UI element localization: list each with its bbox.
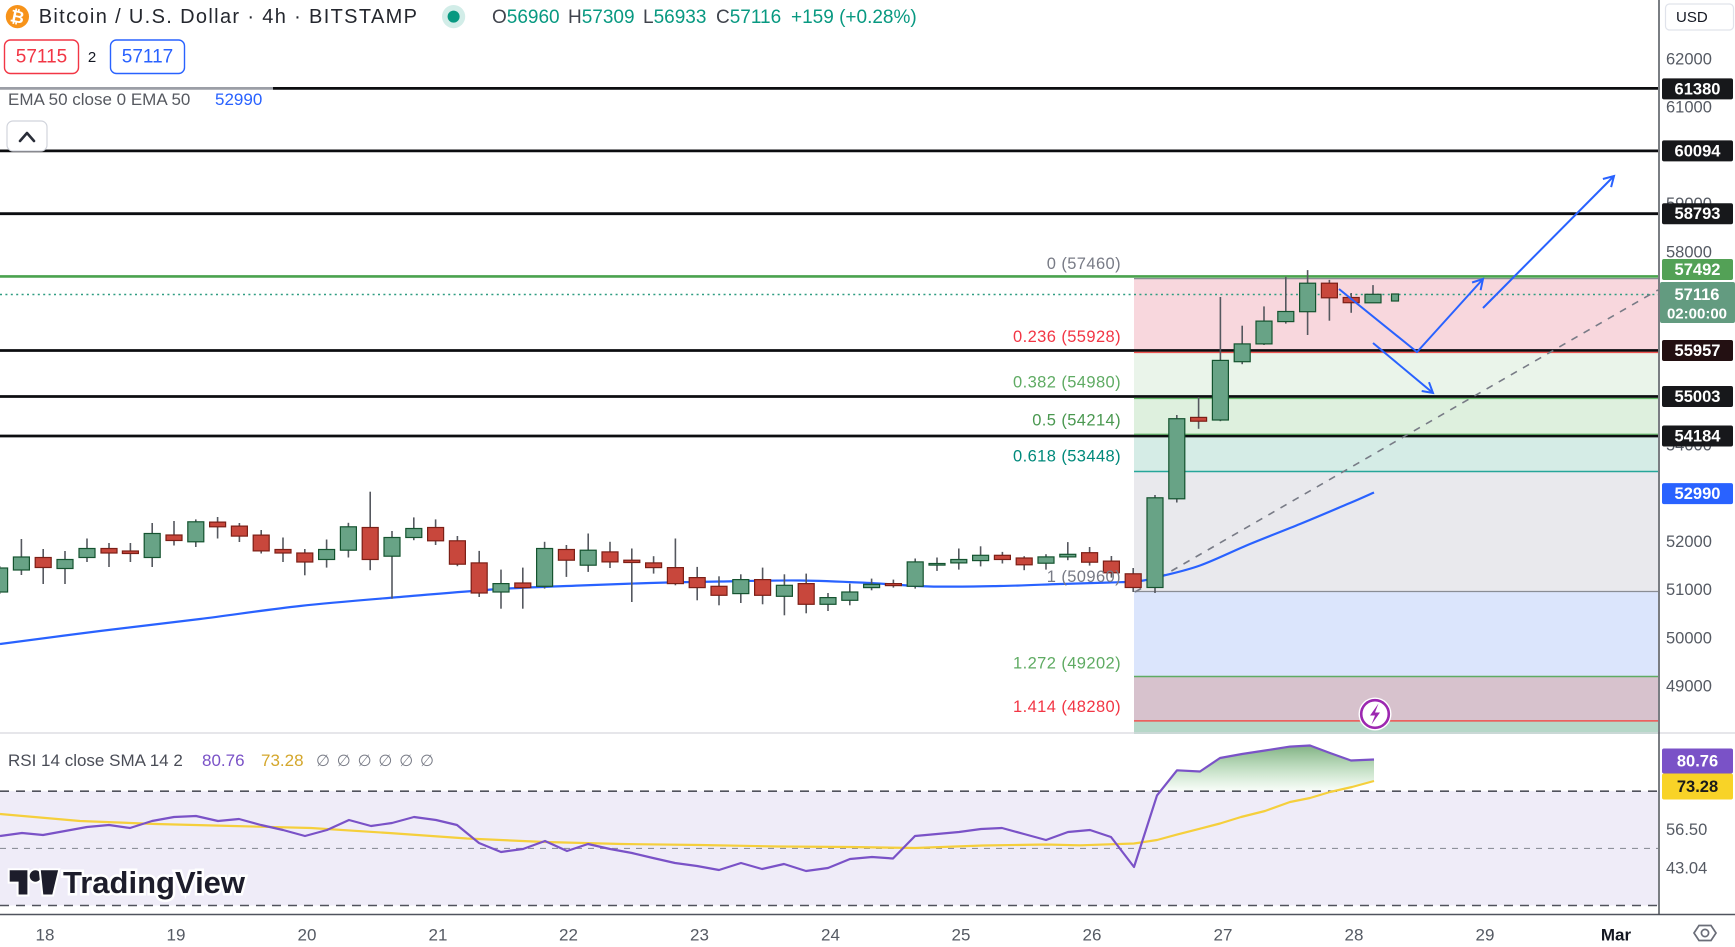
svg-text:61000: 61000 <box>1666 99 1712 117</box>
svg-text:∅: ∅ <box>378 753 392 770</box>
svg-text:O56960: O56960 <box>492 7 560 28</box>
svg-text:TradingView: TradingView <box>63 865 246 900</box>
svg-text:∅: ∅ <box>358 753 372 770</box>
svg-text:H57309: H57309 <box>568 7 635 28</box>
svg-text:2: 2 <box>88 49 96 66</box>
svg-text:57117: 57117 <box>122 47 173 68</box>
svg-text:55003: 55003 <box>1675 388 1721 406</box>
svg-text:∅: ∅ <box>337 753 351 770</box>
svg-text:52990: 52990 <box>1675 485 1721 503</box>
svg-text:EMA 50 close 0 EMA 50: EMA 50 close 0 EMA 50 <box>8 90 190 109</box>
svg-text:USD: USD <box>1676 9 1708 26</box>
svg-text:1.272 (49202): 1.272 (49202) <box>1013 654 1121 672</box>
svg-text:55957: 55957 <box>1675 342 1721 360</box>
svg-text:58793: 58793 <box>1675 205 1721 223</box>
svg-text:60094: 60094 <box>1675 142 1722 160</box>
svg-text:0.236 (55928): 0.236 (55928) <box>1013 328 1121 346</box>
svg-text:∅: ∅ <box>420 753 434 770</box>
svg-text:29: 29 <box>1476 926 1495 945</box>
svg-text:56.50: 56.50 <box>1666 821 1707 839</box>
svg-text:61380: 61380 <box>1675 80 1721 98</box>
svg-text:73.28: 73.28 <box>1677 778 1718 796</box>
svg-text:57492: 57492 <box>1675 261 1721 279</box>
svg-text:24: 24 <box>821 926 840 945</box>
svg-text:57115: 57115 <box>16 47 67 68</box>
svg-text:0.382 (54980): 0.382 (54980) <box>1013 374 1121 392</box>
svg-text:80.76: 80.76 <box>1677 753 1718 771</box>
svg-text:∅: ∅ <box>399 753 413 770</box>
svg-text:27: 27 <box>1214 926 1233 945</box>
svg-text:L56933: L56933 <box>643 7 706 28</box>
svg-text:RSI 14 close SMA 14 2: RSI 14 close SMA 14 2 <box>8 751 183 770</box>
svg-text:51000: 51000 <box>1666 581 1712 599</box>
svg-text:80.76: 80.76 <box>202 751 245 770</box>
svg-text:22: 22 <box>559 926 578 945</box>
svg-text:0.618 (53448): 0.618 (53448) <box>1013 448 1121 466</box>
svg-text:52000: 52000 <box>1666 533 1712 551</box>
svg-text:73.28: 73.28 <box>261 751 304 770</box>
svg-text:Mar: Mar <box>1601 926 1632 945</box>
svg-text:C57116: C57116 <box>716 7 781 28</box>
svg-text:21: 21 <box>429 926 448 945</box>
svg-text:19: 19 <box>167 926 186 945</box>
svg-text:0 (57460): 0 (57460) <box>1047 255 1121 273</box>
svg-text:∅: ∅ <box>316 753 330 770</box>
svg-text:62000: 62000 <box>1666 51 1712 69</box>
svg-text:1.414 (48280): 1.414 (48280) <box>1013 698 1121 716</box>
svg-text:0.5 (54214): 0.5 (54214) <box>1032 412 1121 430</box>
svg-text:02:00:00: 02:00:00 <box>1667 306 1727 323</box>
svg-text:25: 25 <box>952 926 971 945</box>
svg-text:58000: 58000 <box>1666 243 1712 261</box>
svg-text:57116: 57116 <box>1675 286 1720 304</box>
svg-text:+159 (+0.28%): +159 (+0.28%) <box>791 7 917 28</box>
svg-text:50000: 50000 <box>1666 629 1712 647</box>
svg-text:Bitcoin / U.S. Dollar · 4h · B: Bitcoin / U.S. Dollar · 4h · BITSTAMP <box>39 6 419 28</box>
svg-text:₿: ₿ <box>9 6 27 27</box>
svg-text:20: 20 <box>298 926 317 945</box>
svg-text:52990: 52990 <box>215 90 262 109</box>
svg-text:26: 26 <box>1083 926 1102 945</box>
svg-text:1 (50960): 1 (50960) <box>1047 568 1121 586</box>
svg-text:49000: 49000 <box>1666 678 1712 696</box>
svg-text:18: 18 <box>36 926 55 945</box>
svg-text:23: 23 <box>690 926 709 945</box>
svg-text:43.04: 43.04 <box>1666 860 1707 878</box>
svg-text:54184: 54184 <box>1675 428 1722 446</box>
svg-text:28: 28 <box>1345 926 1364 945</box>
